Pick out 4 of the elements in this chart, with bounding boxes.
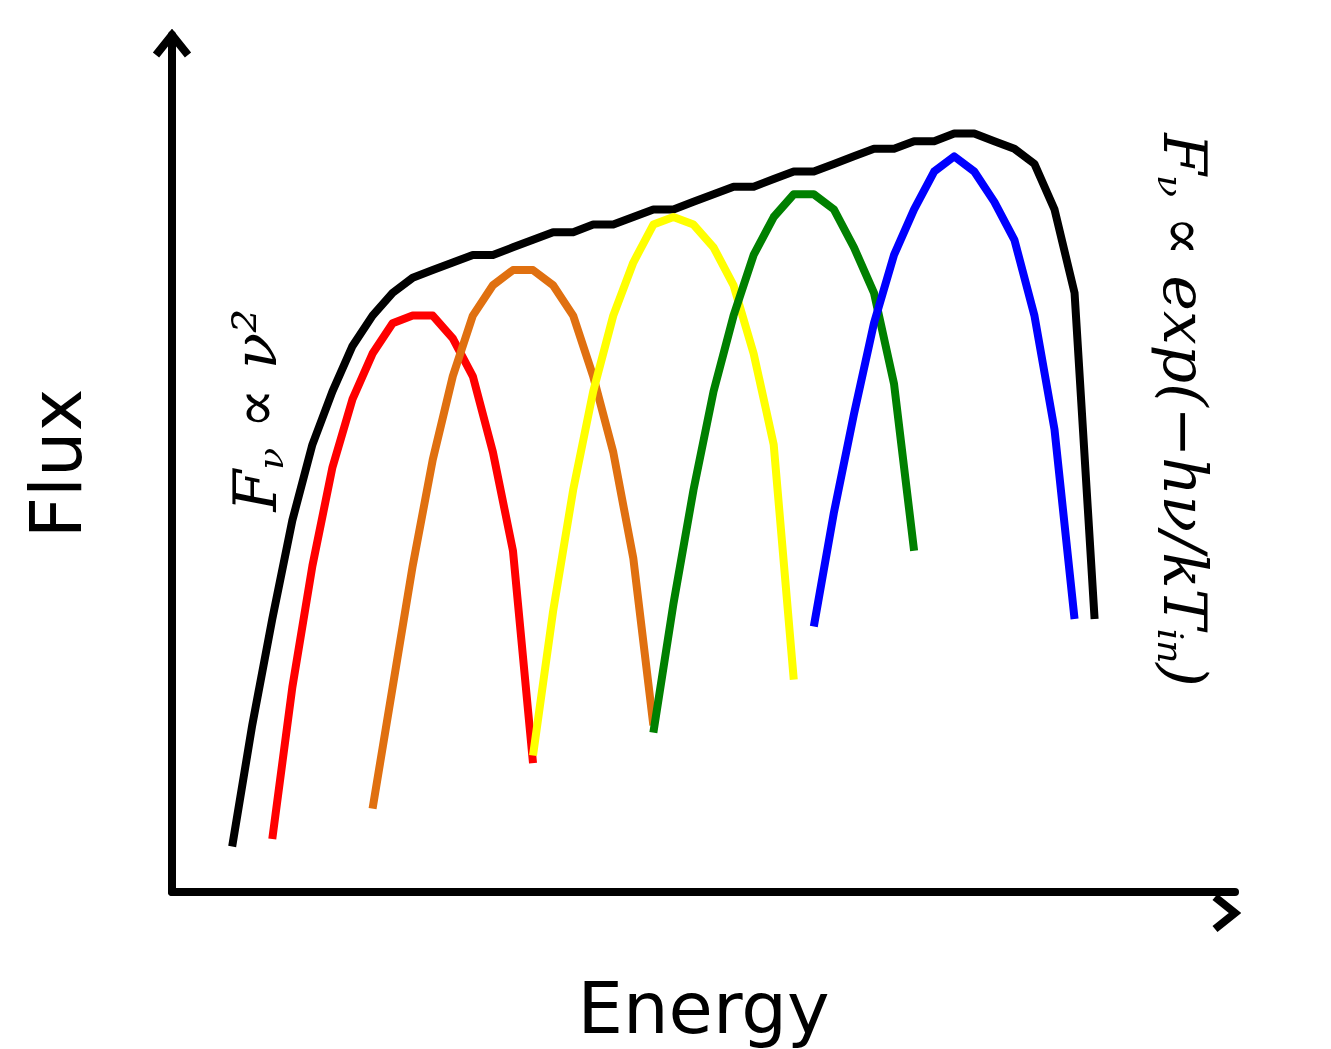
annotation: Fν ∝ ν² [220, 308, 291, 513]
x-axis-title: Energy [577, 966, 830, 1049]
y-axis-title: Flux [14, 388, 98, 539]
annotation: Fν ∝ exp(−hν/kTin) [1149, 132, 1220, 687]
